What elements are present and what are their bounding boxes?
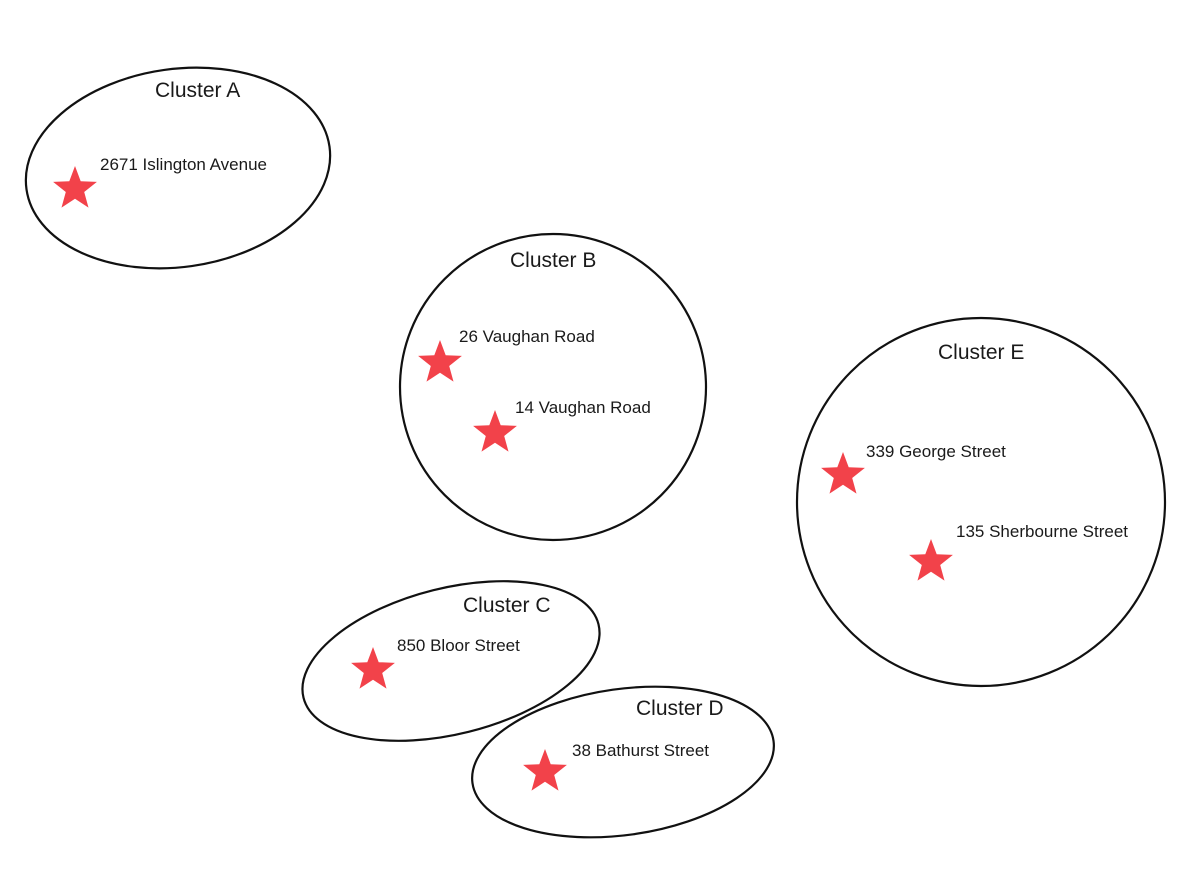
site-label-339-george-street: 339 George Street	[866, 442, 1006, 461]
site-label-2671-islington-avenue: 2671 Islington Avenue	[100, 155, 267, 174]
cluster-e-outline	[795, 316, 1167, 688]
cluster-d-outline	[471, 685, 775, 839]
site-label-135-sherbourne-street: 135 Sherbourne Street	[956, 522, 1128, 541]
star-icon	[473, 410, 517, 452]
cluster-b: Cluster B 26 Vaughan Road 14 Vaughan Roa…	[398, 232, 708, 542]
star-icon	[418, 340, 462, 382]
cluster-c: Cluster C 850 Bloor Street	[301, 580, 601, 742]
star-icon	[523, 749, 567, 791]
site-label-38-bathurst-street: 38 Bathurst Street	[572, 741, 709, 760]
cluster-a-label: Cluster A	[155, 79, 240, 102]
site-label-14-vaughan-road: 14 Vaughan Road	[515, 398, 651, 417]
star-icon	[53, 166, 97, 208]
star-icon	[351, 647, 395, 689]
cluster-c-label: Cluster C	[463, 594, 551, 617]
cluster-d: Cluster D 38 Bathurst Street	[471, 685, 775, 839]
cluster-e: Cluster E 339 George Street 135 Sherbour…	[795, 316, 1167, 688]
cluster-e-label: Cluster E	[938, 341, 1024, 364]
star-icon	[821, 452, 865, 494]
site-label-850-bloor-street: 850 Bloor Street	[397, 636, 520, 655]
cluster-a: Cluster A 2671 Islington Avenue	[24, 66, 332, 270]
cluster-c-outline	[301, 580, 601, 742]
cluster-b-label: Cluster B	[510, 249, 596, 272]
cluster-a-outline	[24, 66, 332, 270]
star-icon	[909, 539, 953, 581]
cluster-b-outline	[398, 232, 708, 542]
cluster-d-label: Cluster D	[636, 697, 724, 720]
site-label-26-vaughan-road: 26 Vaughan Road	[459, 327, 595, 346]
